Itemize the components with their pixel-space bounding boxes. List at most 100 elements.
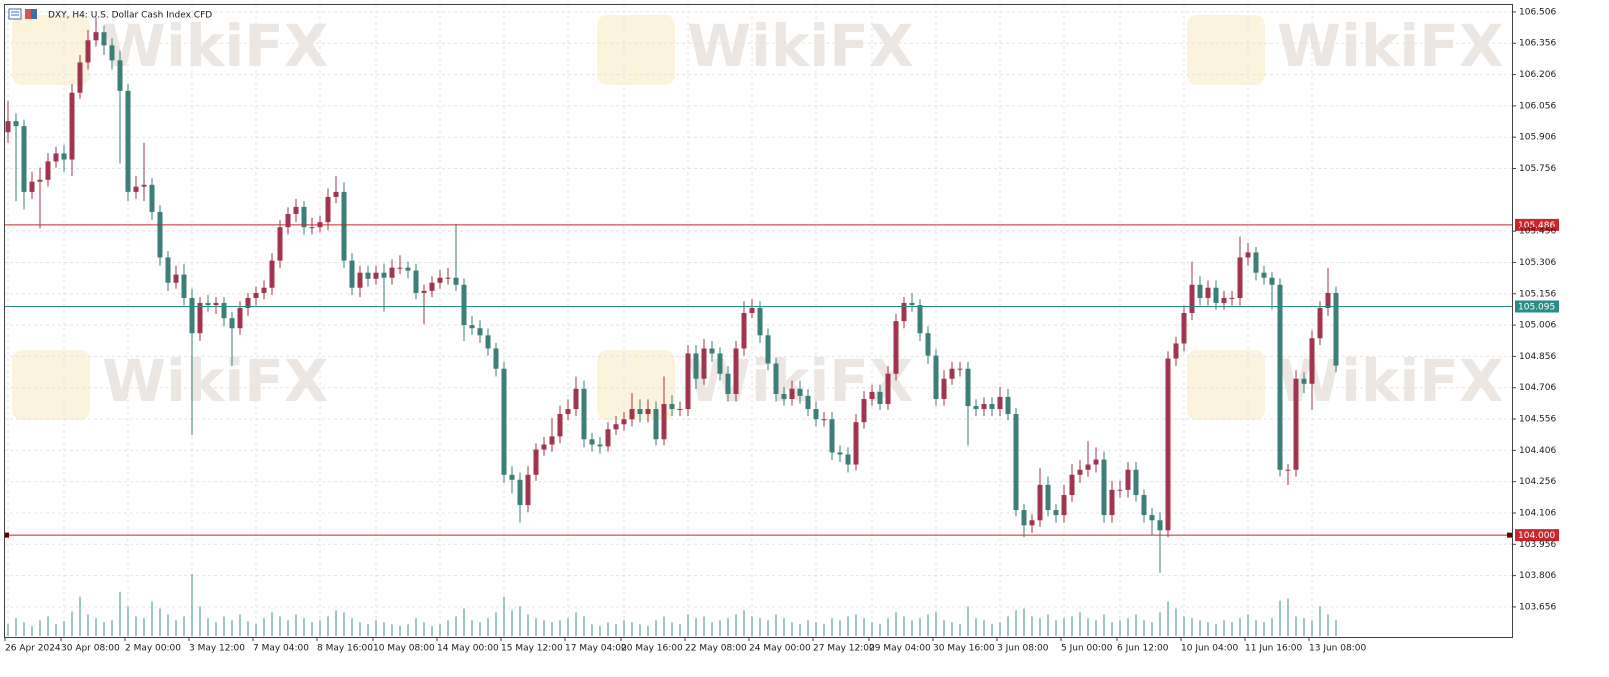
- candle-body: [325, 196, 331, 223]
- watermark-logo: [597, 15, 675, 85]
- x-tick-label: 26 Apr 2024: [5, 644, 61, 654]
- level-handle: [1507, 532, 1512, 538]
- candle-body: [29, 181, 35, 192]
- watermark-logo: [1187, 350, 1265, 420]
- candle-body: [309, 227, 315, 229]
- candle-body: [997, 396, 1003, 410]
- candle-body: [197, 302, 203, 334]
- watermark: WikiFX: [1277, 12, 1504, 80]
- candle-body: [525, 474, 531, 506]
- candle-body: [1317, 307, 1323, 339]
- candle-body: [1309, 338, 1315, 384]
- candle-body: [677, 409, 683, 411]
- candle-body: [549, 436, 555, 445]
- candle-body: [1093, 459, 1099, 465]
- candle-body: [1101, 459, 1107, 516]
- symbol-icon: [25, 9, 31, 19]
- candle-body: [181, 274, 187, 298]
- candle-body: [621, 419, 627, 425]
- candle-body: [1117, 489, 1123, 491]
- candle-body: [741, 312, 747, 349]
- candle-body: [1245, 252, 1251, 258]
- y-tick-label: 106.506: [1519, 7, 1556, 17]
- candle-body: [933, 355, 939, 399]
- y-tick-label: 104.856: [1519, 352, 1556, 362]
- x-tick-label: 3 May 12:00: [189, 644, 245, 654]
- y-tick-label: 104.406: [1519, 446, 1556, 456]
- x-tick-label: 11 Jun 16:00: [1245, 644, 1302, 654]
- candle-body: [605, 429, 611, 447]
- candle-body: [1189, 284, 1195, 313]
- candle-body: [733, 348, 739, 394]
- candle-body: [1181, 312, 1187, 344]
- candle-body: [1069, 474, 1075, 496]
- candle-body: [1045, 484, 1051, 511]
- candle-body: [269, 260, 275, 288]
- candle-body: [429, 282, 435, 291]
- candle-body: [13, 121, 19, 127]
- y-tick-label: 105.456: [1519, 227, 1556, 237]
- candle-body: [85, 40, 91, 63]
- candle-body: [1013, 414, 1019, 511]
- candle-body: [917, 305, 923, 334]
- candle-body: [1285, 469, 1291, 471]
- levels: 105.486 105.095 104.000: [4, 218, 1559, 542]
- y-tick-label: 106.206: [1519, 70, 1556, 80]
- volumes: [7, 574, 1337, 636]
- y-tick-label: 105.156: [1519, 289, 1556, 299]
- candle-body: [821, 419, 827, 421]
- candle-body: [957, 368, 963, 370]
- axes: 106.506 106.356 106.206 106.056 105.906 105.7…: [4, 7, 1556, 654]
- y-tick-label: 105.006: [1519, 321, 1556, 331]
- x-tick-label: 13 Jun 08:00: [1309, 644, 1366, 654]
- candle-body: [757, 307, 763, 336]
- menu-icon[interactable]: [8, 8, 22, 20]
- candle-body: [989, 404, 995, 410]
- candle-body: [653, 409, 659, 440]
- candle-body: [69, 92, 75, 160]
- candle-body: [573, 388, 579, 410]
- candle-body: [229, 318, 235, 329]
- candle-body: [333, 191, 339, 197]
- x-tick-label: 10 Jun 04:00: [1181, 644, 1238, 654]
- watermark: WikiFX: [687, 12, 914, 80]
- candle-body: [797, 388, 803, 396]
- candle-body: [1109, 489, 1115, 516]
- x-tick-label: 17 May 04:00: [565, 644, 627, 654]
- candle-body: [1157, 520, 1163, 531]
- level-label: 105.095: [1518, 303, 1555, 313]
- candle-body: [397, 267, 403, 269]
- candle-body: [509, 474, 515, 480]
- candle-body: [949, 368, 955, 379]
- y-tick-label: 103.656: [1519, 602, 1556, 612]
- candle-body: [141, 184, 147, 187]
- candle-body: [1021, 510, 1027, 526]
- candle-body: [1005, 396, 1011, 415]
- candle-body: [1253, 252, 1259, 273]
- candle-body: [829, 419, 835, 453]
- candle-body: [477, 328, 483, 336]
- symbol-icon: [31, 9, 37, 19]
- candle-body: [517, 479, 523, 506]
- candle-body: [813, 409, 819, 420]
- candle-body: [893, 321, 899, 374]
- candle-body: [405, 267, 411, 271]
- candle-body: [901, 302, 907, 322]
- candle-body: [1165, 358, 1171, 531]
- plot-frame: [4, 4, 1513, 638]
- x-tick-label: 2 May 00:00: [125, 644, 181, 654]
- y-tick-label: 105.756: [1519, 164, 1556, 174]
- candle-body: [1237, 257, 1243, 298]
- candle-body: [165, 257, 171, 283]
- candle-body: [1269, 277, 1275, 285]
- candle-body: [157, 211, 163, 258]
- level-label-box: [1515, 218, 1559, 231]
- level-label-box: [1515, 300, 1559, 313]
- x-tick-label: 14 May 00:00: [437, 644, 499, 654]
- candle-body: [469, 325, 475, 329]
- candle-body: [1029, 520, 1035, 526]
- candle-body: [765, 335, 771, 364]
- candle-body: [925, 333, 931, 356]
